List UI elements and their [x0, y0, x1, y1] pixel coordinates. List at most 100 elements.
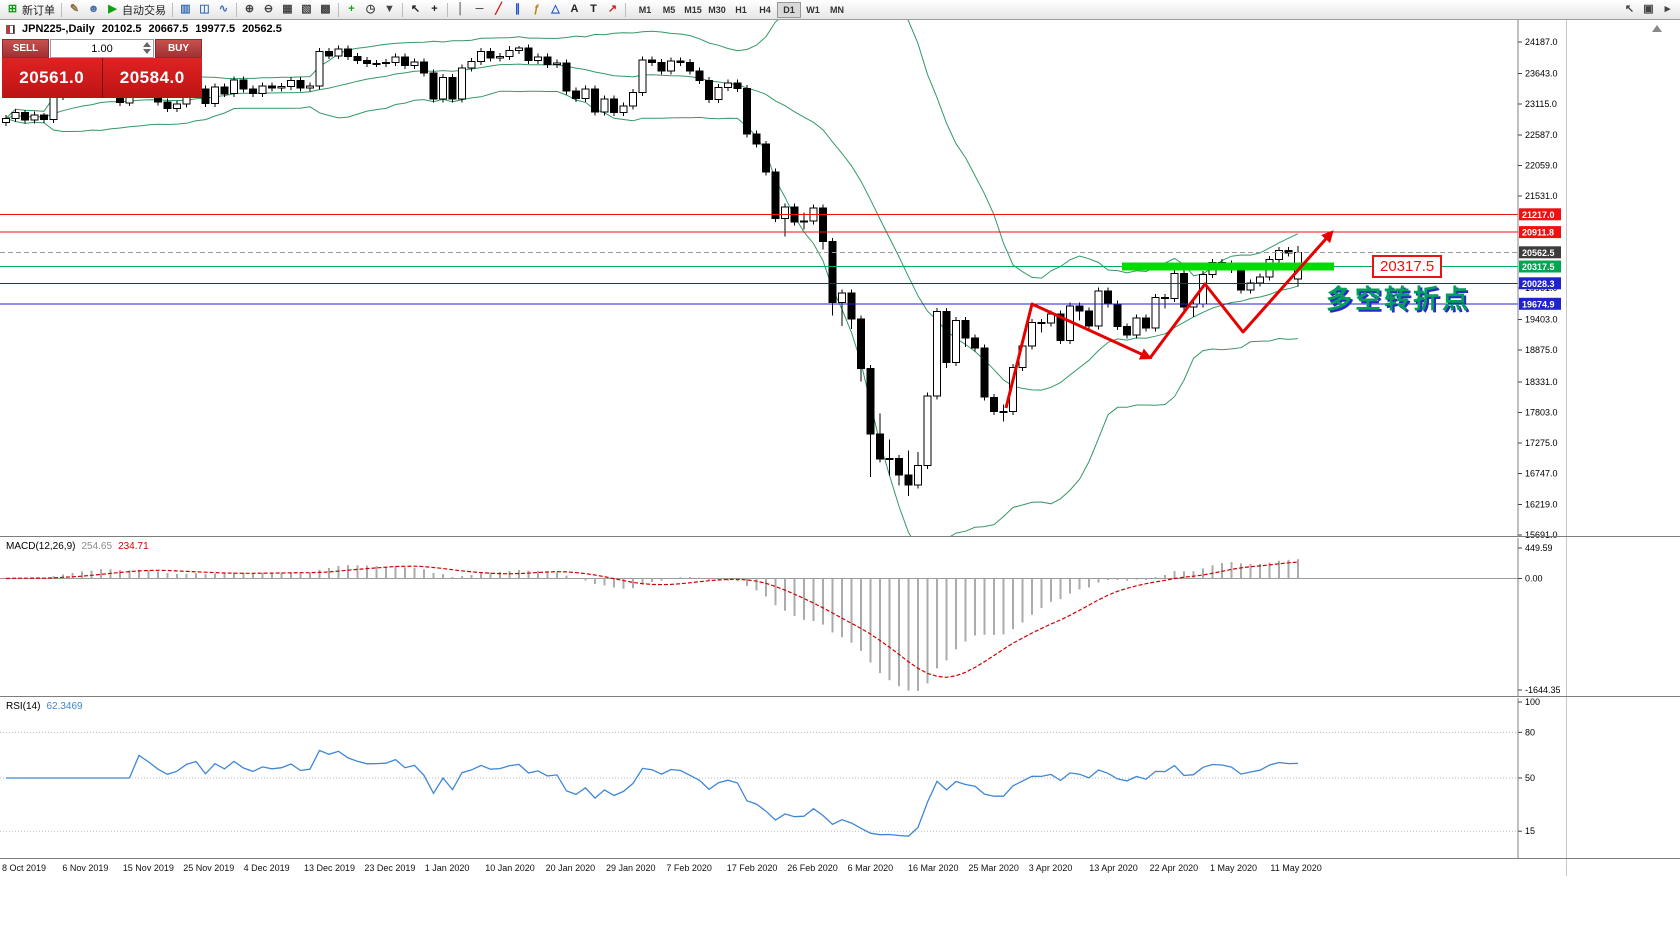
auto-trading-button[interactable]: ▶ 自动交易: [103, 1, 169, 19]
play-icon: ▶: [108, 3, 117, 15]
periods-button[interactable]: ◷: [361, 1, 380, 19]
date-label: 13 Apr 2020: [1089, 863, 1138, 873]
date-label: 1 Jan 2020: [424, 863, 470, 873]
sell-price[interactable]: 20561.0: [2, 58, 102, 98]
open-value: 20102.5: [101, 23, 142, 35]
support-zone-bar[interactable]: [1122, 262, 1334, 271]
timeframe-h4-button[interactable]: H4: [753, 2, 777, 18]
macd-axis-label: -1644.35: [1525, 685, 1561, 695]
macd-signal-line: [5, 561, 1299, 678]
text-button[interactable]: A: [565, 1, 584, 19]
scroll-up-button[interactable]: [1652, 25, 1662, 32]
timeframe-m15-button[interactable]: M15: [681, 2, 705, 18]
symbol-period-label: JPN225-,Daily: [22, 23, 95, 35]
rsi-panel[interactable]: 100 80 50 15: [0, 697, 1680, 858]
vertical-line-button[interactable]: │: [451, 1, 470, 19]
timeframe-d1-button[interactable]: D1: [777, 1, 801, 18]
lot-increase-button[interactable]: [143, 42, 151, 47]
rsi-line: [6, 749, 1299, 837]
trend-zigzag-up-arrow[interactable]: [1148, 230, 1334, 359]
panel-separator[interactable]: [0, 696, 1680, 697]
candlesticks: [2, 44, 1302, 497]
date-label: 26 Feb 2020: [787, 863, 838, 873]
shapes-button[interactable]: △: [546, 1, 565, 19]
buy-button[interactable]: BUY: [155, 39, 202, 58]
auto-trading-button-label: 自动交易: [122, 4, 166, 17]
price-tick-label: 17275.0: [1525, 438, 1558, 448]
time-axis[interactable]: 8 Oct 2019 6 Nov 2019 15 Nov 2019 25 Nov 20…: [0, 861, 1518, 876]
pointer-mode-button[interactable]: ↖: [1620, 1, 1639, 19]
timeframe-m5-button[interactable]: M5: [657, 2, 681, 18]
zoom-out-icon: ⊖: [263, 3, 274, 15]
arrange-windows-button[interactable]: ▩: [316, 1, 335, 19]
price-level-flag-label: 20317.5: [1522, 262, 1555, 272]
fibonacci-button[interactable]: ƒ: [527, 1, 546, 19]
cursor-button[interactable]: ↖: [406, 1, 425, 19]
toolbar-separator: [338, 2, 339, 17]
timeframe-w1-button[interactable]: W1: [801, 2, 825, 18]
accounts-button[interactable]: ☻: [84, 1, 103, 19]
macd-panel[interactable]: 449.59 0.00 -1644.35: [0, 538, 1680, 696]
tile-windows-button[interactable]: ▦: [278, 1, 297, 19]
vertical-line-icon: │: [457, 3, 464, 15]
label-icon: T: [590, 3, 597, 15]
timeframe-mn-button[interactable]: MN: [825, 2, 849, 18]
rsi-axis-label: 80: [1525, 727, 1535, 737]
timeframe-h1-button[interactable]: H1: [729, 2, 753, 18]
date-label: 25 Nov 2019: [183, 863, 235, 873]
arrow-tool-icon: ↗: [607, 3, 618, 15]
macd-axis-label: 0.00: [1525, 574, 1543, 584]
templates-button[interactable]: ▼: [380, 1, 399, 19]
macd-axis-label: 449.59: [1525, 543, 1553, 553]
new-order-button[interactable]: ⊞ 新订单: [3, 1, 58, 19]
price-tick-label: 19403.0: [1525, 315, 1558, 325]
line-chart-button[interactable]: ∿: [214, 1, 233, 19]
label-button[interactable]: T: [584, 1, 603, 19]
trendline-icon: ╱: [495, 3, 502, 15]
price-tick-label: 22059.0: [1525, 161, 1558, 171]
price-annotation-label[interactable]: 20317.5: [1372, 255, 1443, 278]
panel-separator[interactable]: [0, 536, 1680, 537]
lot-size-input[interactable]: 1.00: [50, 39, 154, 58]
price-level-flag: [1519, 246, 1561, 259]
bar-chart-button[interactable]: ▥: [176, 1, 195, 19]
main-price-chart[interactable]: 24187.0 23643.0 23115.0 22587.0 22059.0 21531…: [0, 20, 1680, 540]
toolbar-separator: [625, 2, 626, 17]
price-tick-label: 17803.0: [1525, 408, 1558, 418]
metaeditor-button[interactable]: ✎: [65, 1, 84, 19]
candlestick-chart-button[interactable]: ◫: [195, 1, 214, 19]
rsi-axis-label: 15: [1525, 826, 1535, 836]
zoom-in-button[interactable]: ⊕: [240, 1, 259, 19]
turning-point-note[interactable]: 多空转折点: [1326, 284, 1472, 314]
one-click-trading-panel: SELL 1.00 BUY 20561.0 20584.0: [2, 39, 202, 98]
cascade-windows-button[interactable]: ▧: [297, 1, 316, 19]
zoom-out-button[interactable]: ⊖: [259, 1, 278, 19]
timeframe-m30-button[interactable]: M30: [705, 2, 729, 18]
date-label: 13 Dec 2019: [304, 863, 356, 873]
sell-button[interactable]: SELL: [2, 39, 49, 58]
date-label: 10 Jan 2020: [485, 863, 535, 873]
right-margin-panel: [1566, 20, 1680, 876]
timeframe-m1-button[interactable]: M1: [633, 2, 657, 18]
bollinger-upper-band: [5, 20, 1299, 279]
overflow-button[interactable]: ▸: [1658, 1, 1677, 19]
shapes-icon: △: [551, 3, 560, 15]
macd-signal-value: 234.71: [118, 541, 149, 552]
horizontal-line-button[interactable]: ─: [470, 1, 489, 19]
chevron-right-icon: ▸: [1664, 3, 1671, 15]
arrow-tool-button[interactable]: ↗: [603, 1, 622, 19]
lot-decrease-button[interactable]: [143, 49, 151, 54]
price-tick-label: 15691.0: [1525, 530, 1558, 540]
fibonacci-icon: ƒ: [533, 3, 540, 15]
crosshair-button[interactable]: +: [425, 1, 444, 19]
price-tick-label: 22587.0: [1525, 130, 1558, 140]
trend-zigzag-down-arrow[interactable]: [1004, 302, 1153, 409]
channel-button[interactable]: ∥: [508, 1, 527, 19]
dock-button[interactable]: ▣: [1639, 1, 1658, 19]
zoom-in-icon: ⊕: [244, 3, 255, 15]
date-label: 20 Jan 2020: [545, 863, 596, 873]
trendline-button[interactable]: ╱: [489, 1, 508, 19]
date-label: 15 Nov 2019: [122, 863, 174, 873]
indicators-button[interactable]: +: [342, 1, 361, 19]
buy-price[interactable]: 20584.0: [102, 58, 202, 98]
